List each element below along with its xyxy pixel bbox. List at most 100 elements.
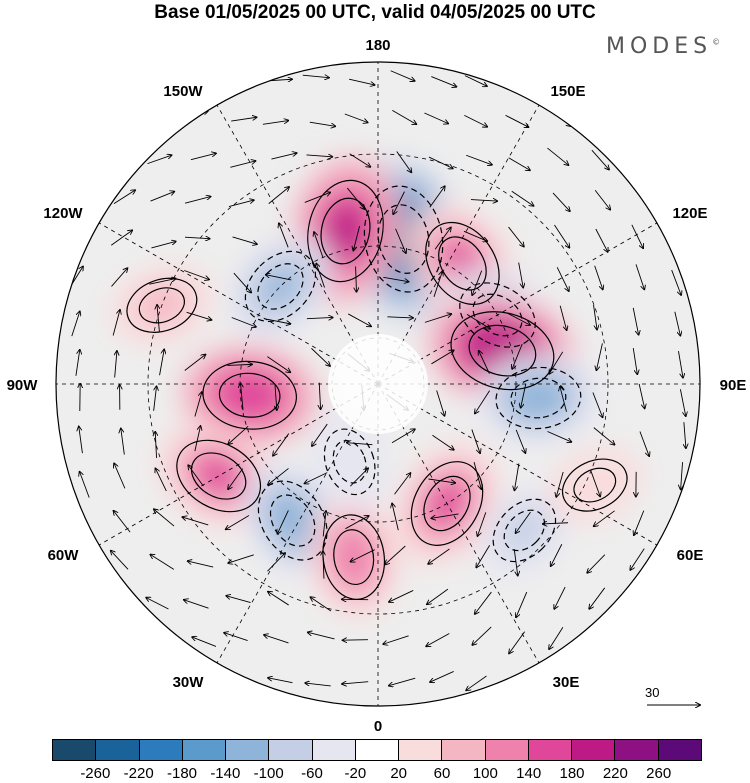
wind-arrow xyxy=(681,462,683,489)
colorbar-swatch xyxy=(226,740,270,760)
wind-arrow xyxy=(632,347,637,374)
wind-arrow xyxy=(194,426,201,452)
wind-arrow xyxy=(114,511,131,533)
wind-arrow xyxy=(509,631,525,654)
wind-arrow xyxy=(310,597,332,612)
wind-arrow xyxy=(306,155,332,157)
contour xyxy=(561,458,628,512)
longitude-label: 90E xyxy=(720,377,747,394)
contour xyxy=(492,498,557,563)
colorbar-swatch xyxy=(658,740,701,760)
modes-logo: MODES© xyxy=(606,34,720,59)
wind-arrow xyxy=(146,598,169,610)
wind-arrow xyxy=(560,387,567,412)
wind-arrow xyxy=(231,117,256,122)
wind-arrow xyxy=(543,523,569,524)
contour xyxy=(438,236,487,291)
wind-arrow xyxy=(472,626,492,645)
wind-arrow xyxy=(271,153,296,160)
wind-arrow xyxy=(464,75,487,87)
wind-arrow xyxy=(632,307,638,335)
wind-arrow xyxy=(428,156,453,168)
wind-arrow xyxy=(383,635,409,644)
wind-arrow xyxy=(595,228,608,252)
contour xyxy=(323,428,376,496)
wind-arrow xyxy=(389,590,414,602)
meridian xyxy=(377,383,658,546)
wind-arrow xyxy=(512,343,523,369)
brand-mark: © xyxy=(712,37,721,47)
wind-arrow xyxy=(71,311,80,337)
wind-arrow xyxy=(275,384,277,410)
wind-arrow xyxy=(424,112,448,123)
anomaly-blob xyxy=(515,381,561,415)
wind-arrow xyxy=(479,351,490,374)
wind-arrow xyxy=(190,153,216,161)
wind-arrow xyxy=(186,311,212,320)
wind-arrow xyxy=(470,200,497,202)
anomaly-blob xyxy=(274,499,311,542)
wind-arrow xyxy=(389,677,416,685)
colorbar-tick-label: -100 xyxy=(253,765,284,782)
wind-arrow xyxy=(273,433,290,456)
wind-arrow xyxy=(392,504,399,531)
wind-arrow xyxy=(594,265,603,290)
meridian xyxy=(377,222,658,385)
wind-arrow xyxy=(268,187,289,205)
wind-arrow xyxy=(684,422,686,448)
wind-arrow xyxy=(477,512,487,536)
anomaly-blob xyxy=(337,534,370,580)
wind-arrow xyxy=(305,472,328,484)
colorbar-tick-label: -220 xyxy=(123,765,154,782)
wind-arrow xyxy=(226,515,250,529)
wind-arrow xyxy=(157,305,159,333)
wind-arrow xyxy=(322,511,326,537)
anomaly-blob xyxy=(507,513,541,547)
contour xyxy=(468,324,537,377)
wind-arrow xyxy=(312,423,328,446)
longitude-label: 90W xyxy=(7,377,39,394)
contour xyxy=(138,287,186,324)
wind-arrow xyxy=(547,431,572,441)
wind-arrow xyxy=(304,192,330,203)
wind-arrow xyxy=(155,432,156,458)
wind-arrow xyxy=(383,276,408,281)
wind-arrow xyxy=(508,157,530,171)
wind-arrow xyxy=(678,351,683,378)
wind-arrow xyxy=(306,317,333,318)
wind-arrow xyxy=(552,192,570,211)
wind-arrow xyxy=(631,224,643,248)
wind-arrow xyxy=(589,587,606,609)
wind-arrow xyxy=(521,383,527,408)
wind-arrow xyxy=(154,509,175,527)
wind-arrow xyxy=(302,75,329,78)
wind-arrow xyxy=(476,545,491,567)
contour xyxy=(573,467,617,503)
wind-arrow xyxy=(114,463,126,489)
wind-arrow xyxy=(674,311,681,336)
wind-arrow xyxy=(232,236,257,244)
wind-arrow xyxy=(475,390,490,414)
wind-arrow xyxy=(594,510,615,526)
wind-arrow xyxy=(593,304,597,330)
contour xyxy=(410,461,484,546)
wind-arrow xyxy=(518,262,523,288)
wind-arrow xyxy=(264,318,290,324)
wind-arrow xyxy=(264,635,289,644)
wind-vectors xyxy=(68,70,686,691)
wind-arrow xyxy=(159,350,165,376)
wind-arrow xyxy=(350,549,375,562)
wind-arrow xyxy=(192,637,217,647)
wind-arrow xyxy=(390,70,415,81)
anomaly-blob xyxy=(325,204,366,258)
colorbar-tick-label: 100 xyxy=(472,765,498,782)
colorbar-tick-label: 220 xyxy=(602,765,628,782)
wind-arrow xyxy=(155,468,167,492)
wind-arrow xyxy=(150,555,175,570)
colorbar-tick-label: -140 xyxy=(210,765,241,782)
longitude-label: 120E xyxy=(672,205,707,222)
colorbar-tick-label: -260 xyxy=(80,765,111,782)
longitude-label: 150W xyxy=(163,83,203,100)
contour xyxy=(423,475,471,532)
wind-arrow xyxy=(227,364,252,365)
